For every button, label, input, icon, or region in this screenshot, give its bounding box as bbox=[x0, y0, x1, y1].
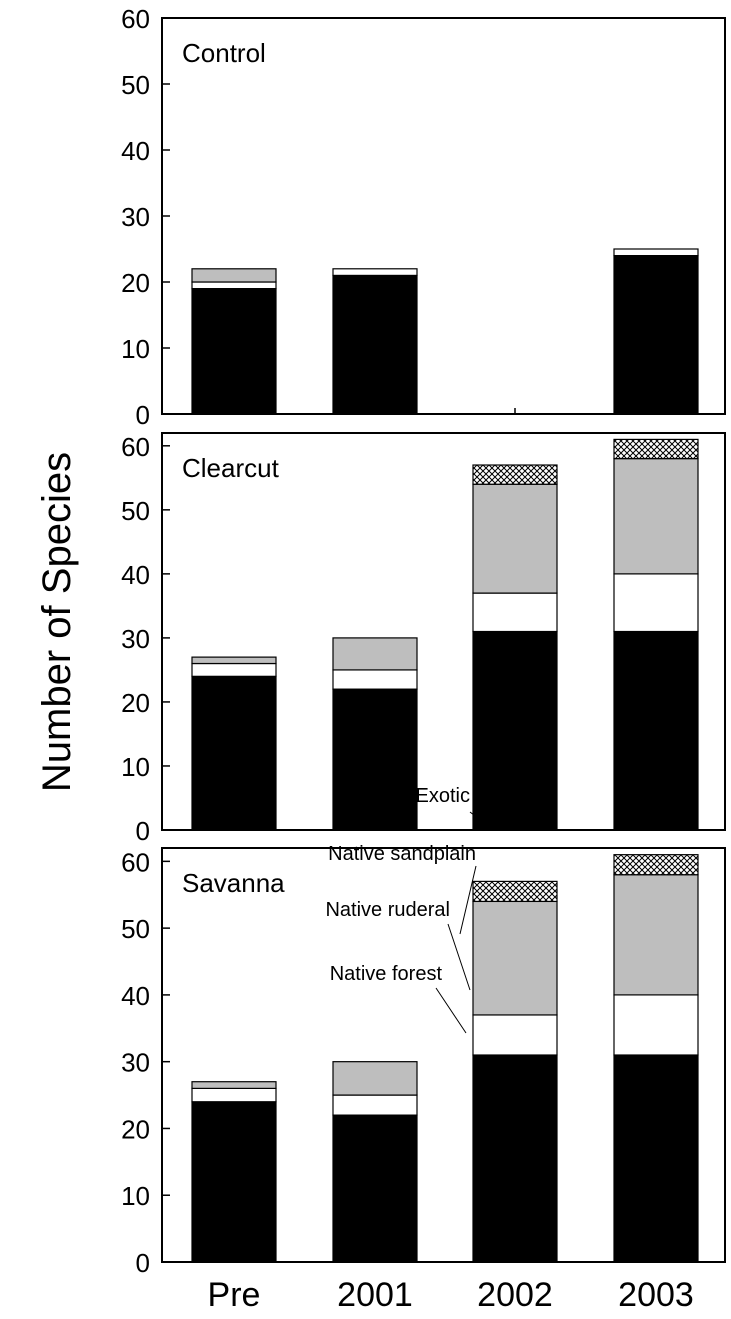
annotation-line bbox=[459, 865, 477, 935]
bar-segment-native-ruderal bbox=[191, 662, 277, 677]
x-tick-label: 2002 bbox=[477, 1276, 553, 1314]
y-tick-label: 60 bbox=[121, 432, 150, 462]
annotation-label: Native forest bbox=[330, 963, 443, 985]
bar-segment-native-ruderal bbox=[613, 994, 699, 1056]
bar-segment-native-forest bbox=[472, 1054, 558, 1263]
panel-control: 0 10 20 30 40 50 60 Control bbox=[121, 4, 726, 430]
y-tick-label: 60 bbox=[121, 4, 150, 34]
annotation-label: Exotic bbox=[416, 785, 470, 807]
y-tick-label: 20 bbox=[121, 1114, 150, 1144]
bar-segment-native-sandplain bbox=[191, 1081, 277, 1089]
bar-segment-native-ruderal bbox=[472, 592, 558, 633]
y-tick-label: 50 bbox=[121, 496, 150, 526]
y-tick-label: 50 bbox=[121, 914, 150, 944]
y-tick-label: 60 bbox=[121, 847, 150, 877]
bar-segment-native-forest bbox=[332, 1114, 418, 1263]
x-tick-label: 2003 bbox=[618, 1276, 694, 1314]
panel-savanna: 0 10 20 30 40 50 60 Savanna Exotic Native sandpla… bbox=[121, 785, 726, 1278]
bar-segment-exotic bbox=[472, 880, 558, 903]
bar-segment-top bbox=[332, 268, 418, 276]
bar-segment-exotic bbox=[472, 464, 558, 485]
bar-segment-native-sandplain bbox=[472, 483, 558, 594]
bar-segment-native-forest bbox=[191, 1101, 277, 1263]
plot-frame bbox=[161, 847, 726, 1263]
bar-segment-top bbox=[613, 248, 699, 257]
y-tick-label: 30 bbox=[121, 202, 150, 232]
y-tick-label: 0 bbox=[136, 400, 150, 430]
bar-segment-native-ruderal bbox=[332, 669, 418, 690]
bar-segment-native-sandplain bbox=[191, 268, 277, 283]
plot-frame bbox=[161, 432, 726, 831]
bar-segment-native-ruderal bbox=[332, 1094, 418, 1116]
y-tick-label: 40 bbox=[121, 136, 150, 166]
bar-segment-exotic bbox=[613, 438, 699, 460]
bar-segment-native-forest bbox=[332, 688, 418, 831]
bar-segment-native-sandplain bbox=[613, 458, 699, 575]
annotation-label: Native sandplain bbox=[328, 843, 476, 865]
x-tick-label: 2001 bbox=[337, 1276, 413, 1314]
y-tick-label: 10 bbox=[121, 334, 150, 364]
bar-segment-native-forest bbox=[613, 1054, 699, 1263]
y-tick-label: 0 bbox=[136, 816, 150, 846]
panel-clearcut: 0 10 20 30 40 50 60 Clearcut bbox=[121, 432, 726, 846]
bar-segment-native-forest bbox=[332, 274, 418, 415]
annotation-line bbox=[435, 987, 467, 1034]
x-tick-label: Pre bbox=[208, 1276, 261, 1314]
panel-title: Control bbox=[182, 38, 266, 68]
y-tick-label: 20 bbox=[121, 268, 150, 298]
bar-segment-native-ruderal bbox=[613, 573, 699, 633]
bar-segment-native-forest bbox=[613, 630, 699, 831]
y-tick-label: 20 bbox=[121, 688, 150, 718]
y-axis-label: Number of Species bbox=[35, 452, 79, 792]
y-tick-label: 50 bbox=[121, 70, 150, 100]
bar-segment-native-forest bbox=[191, 675, 277, 831]
bar-segment-native-forest bbox=[191, 288, 277, 415]
annotation-line bbox=[447, 923, 471, 991]
bar-segment-native-sandplain bbox=[613, 874, 699, 996]
bar-segment-native-sandplain bbox=[332, 637, 418, 671]
y-tick-label: 40 bbox=[121, 560, 150, 590]
y-tick-label: 0 bbox=[136, 1248, 150, 1278]
bar-segment-native-ruderal bbox=[472, 1014, 558, 1056]
annotation-label: Native ruderal bbox=[325, 899, 450, 921]
y-tick-label: 30 bbox=[121, 1048, 150, 1078]
panel-title: Savanna bbox=[182, 868, 285, 898]
bar-segment-native-forest bbox=[472, 630, 558, 831]
bar-segment-exotic bbox=[613, 854, 699, 876]
bar-segment-native-forest bbox=[613, 255, 699, 415]
bar-segment-native-ruderal bbox=[191, 281, 277, 290]
bar-segment-native-sandplain bbox=[332, 1061, 418, 1096]
y-tick-label: 10 bbox=[121, 1181, 150, 1211]
bar-segment-native-sandplain bbox=[472, 900, 558, 1016]
y-tick-label: 30 bbox=[121, 624, 150, 654]
panel-title: Clearcut bbox=[182, 453, 280, 483]
y-tick-label: 10 bbox=[121, 752, 150, 782]
bar-segment-native-sandplain bbox=[191, 656, 277, 665]
y-tick-label: 40 bbox=[121, 981, 150, 1011]
annotation-line bbox=[469, 811, 488, 826]
bar-segment-native-ruderal bbox=[191, 1087, 277, 1103]
